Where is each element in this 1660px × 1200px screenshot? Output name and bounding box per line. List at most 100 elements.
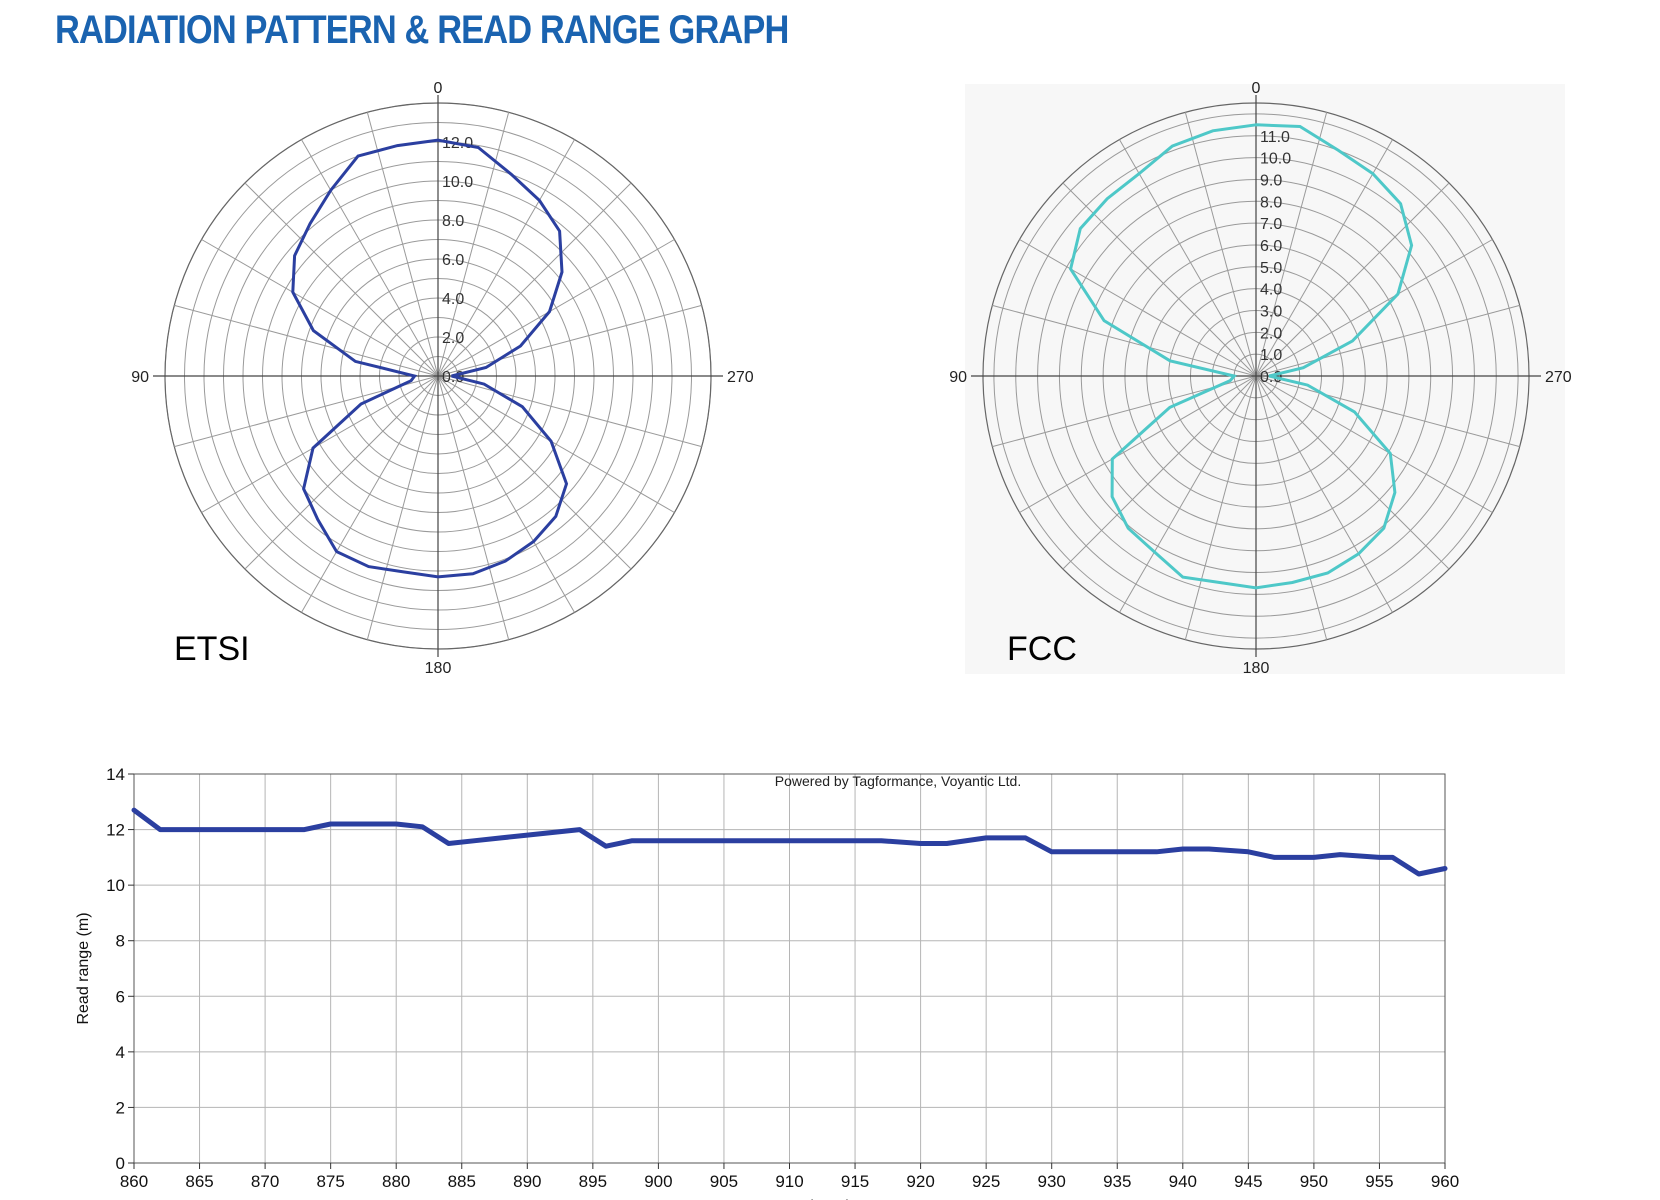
etsi-radial-tick-label: 8.0 — [442, 213, 464, 230]
fcc-grid-spoke — [1255, 239, 1493, 377]
fcc-radial-tick-label: 11.0 — [1260, 129, 1290, 146]
page-title: RADIATION PATTERN & READ RANGE GRAPH — [55, 8, 789, 52]
etsi-grid-spoke — [174, 304, 439, 377]
fcc-pattern-line — [1068, 123, 1414, 590]
fcc-angle-label: 0 — [1252, 80, 1261, 97]
fcc-radial-tick-label: 8.0 — [1260, 194, 1282, 211]
y-tick-label: 6 — [116, 987, 125, 1006]
etsi-grid-spoke — [437, 139, 575, 377]
x-tick-label: 880 — [382, 1172, 410, 1191]
fcc-grid-spoke — [992, 304, 1257, 377]
fcc-radial-tick-label: 3.0 — [1260, 303, 1282, 320]
x-tick-label: 910 — [775, 1172, 803, 1191]
x-tick-label: 925 — [972, 1172, 1000, 1191]
fcc-angle-label: 270 — [1545, 369, 1572, 386]
fcc-grid-spoke — [1255, 139, 1393, 377]
etsi-label: ETSI — [174, 630, 250, 668]
etsi-polar-panel — [135, 80, 755, 670]
etsi-grid-spoke — [301, 139, 439, 377]
fcc-radial-tick-label: 7.0 — [1260, 216, 1282, 233]
etsi-grid-spoke — [201, 239, 439, 377]
etsi-grid-spoke — [244, 375, 439, 570]
x-tick-label: 890 — [513, 1172, 541, 1191]
x-tick-label: 960 — [1431, 1172, 1459, 1191]
x-tick-label: 935 — [1103, 1172, 1131, 1191]
etsi-pattern-line — [291, 138, 569, 579]
fcc-grid-spoke — [1255, 375, 1393, 613]
etsi-radial-tick-label: 4.0 — [442, 291, 464, 308]
y-tick-label: 8 — [116, 932, 125, 951]
etsi-grid-spoke — [366, 112, 439, 377]
fcc-radial-tick-label: 10.0 — [1260, 151, 1291, 168]
fcc-grid-spoke — [1119, 139, 1257, 377]
fcc-grid-spoke — [1255, 304, 1520, 377]
fcc-grid-spoke — [1255, 375, 1450, 570]
y-tick-label: 0 — [116, 1154, 125, 1173]
etsi-angle-label: 270 — [727, 369, 754, 386]
fcc-grid-spoke — [1255, 375, 1328, 640]
etsi-grid-spoke — [366, 375, 439, 640]
etsi-grid-spoke — [437, 375, 675, 513]
fcc-label: FCC — [1007, 630, 1077, 668]
x-tick-label: 955 — [1365, 1172, 1393, 1191]
etsi-grid-spoke — [437, 375, 702, 448]
etsi-grid-spoke — [437, 182, 632, 377]
x-tick-label: 905 — [710, 1172, 738, 1191]
x-tick-label: 930 — [1038, 1172, 1066, 1191]
etsi-grid-spoke — [437, 375, 632, 570]
etsi-grid-spoke — [437, 375, 575, 613]
x-tick-label: 885 — [448, 1172, 476, 1191]
fcc-grid-spoke — [1062, 182, 1257, 377]
etsi-angle-label: 180 — [425, 660, 452, 677]
x-tick-label: 865 — [185, 1172, 213, 1191]
fcc-grid-spoke — [1119, 375, 1257, 613]
x-tick-label: 945 — [1234, 1172, 1262, 1191]
fcc-radial-tick-label: 9.0 — [1260, 172, 1282, 189]
etsi-grid-spoke — [437, 239, 675, 377]
x-tick-label: 920 — [906, 1172, 934, 1191]
etsi-angle-label: 90 — [131, 369, 149, 386]
fcc-radial-tick-label: 2.0 — [1260, 325, 1282, 342]
fcc-grid-spoke — [1255, 112, 1328, 377]
fcc-radial-tick-label: 6.0 — [1260, 238, 1282, 255]
read-range-line — [131, 807, 1448, 877]
y-tick-label: 12 — [106, 821, 125, 840]
etsi-grid-spoke — [244, 182, 439, 377]
fcc-radial-tick-label: 1.0 — [1260, 347, 1282, 364]
etsi-angle-label: 0 — [434, 80, 443, 97]
fcc-grid-spoke — [1019, 375, 1257, 513]
y-tick-label: 4 — [116, 1043, 125, 1062]
x-tick-label: 870 — [251, 1172, 279, 1191]
etsi-grid-spoke — [437, 304, 702, 377]
fcc-angle-label: 90 — [949, 369, 967, 386]
y-axis-label: Read range (m) — [75, 912, 92, 1024]
etsi-grid-spoke — [437, 375, 510, 640]
fcc-radial-tick-label: 5.0 — [1260, 260, 1282, 277]
etsi-radial-tick-label: 6.0 — [442, 252, 464, 269]
x-tick-label: 950 — [1300, 1172, 1328, 1191]
y-tick-label: 2 — [116, 1098, 125, 1117]
fcc-grid-spoke — [1255, 375, 1493, 513]
fcc-grid-spoke — [1062, 375, 1257, 570]
etsi-grid-spoke — [201, 375, 439, 513]
etsi-radial-tick-label: 2.0 — [442, 330, 464, 347]
fcc-grid-spoke — [1184, 375, 1257, 640]
x-tick-label: 895 — [579, 1172, 607, 1191]
fcc-radial-tick-label: 4.0 — [1260, 282, 1282, 299]
y-tick-label: 14 — [106, 765, 125, 784]
x-tick-label: 860 — [120, 1172, 148, 1191]
x-tick-label: 940 — [1169, 1172, 1197, 1191]
fcc-grid-spoke — [1255, 182, 1450, 377]
x-tick-label: 875 — [316, 1172, 344, 1191]
etsi-grid-spoke — [437, 112, 510, 377]
etsi-radial-tick-label: 10.0 — [442, 174, 473, 191]
x-tick-label: 900 — [644, 1172, 672, 1191]
etsi-grid-spoke — [301, 375, 439, 613]
fcc-grid-spoke — [1184, 112, 1257, 377]
x-axis-label: Frequency (MHz) — [728, 1198, 852, 1200]
y-tick-label: 10 — [106, 876, 125, 895]
chart-annotation: Powered by Tagformance, Voyantic Ltd. — [775, 773, 1021, 789]
